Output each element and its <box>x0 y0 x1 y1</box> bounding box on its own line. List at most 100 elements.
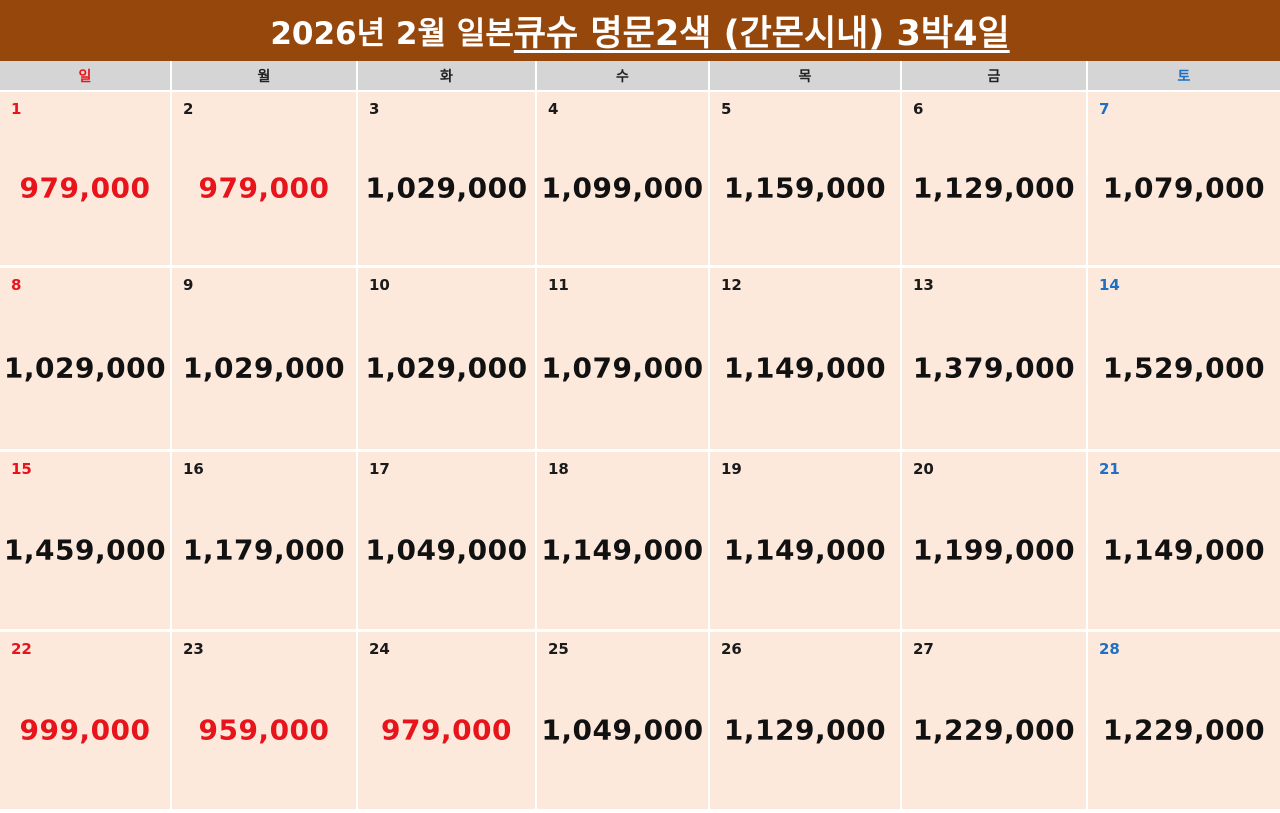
calendar-day-cell[interactable]: 17 1,049,000 <box>358 452 537 632</box>
day-price: 1,379,000 <box>912 351 1076 385</box>
calendar-day-cell[interactable]: 9 1,029,000 <box>172 268 358 452</box>
calendar-day-cell[interactable]: 12 1,149,000 <box>710 268 902 452</box>
weekday-header-wed: 수 <box>537 61 710 92</box>
calendar-day-cell[interactable]: 10 1,029,000 <box>358 268 537 452</box>
calendar-day-cell[interactable]: 13 1,379,000 <box>902 268 1088 452</box>
day-price: 1,049,000 <box>365 533 528 567</box>
calendar-day-cell[interactable]: 11 1,079,000 <box>537 268 710 452</box>
weekday-label: 목 <box>798 68 812 85</box>
day-price: 1,229,000 <box>1102 713 1266 747</box>
day-number: 26 <box>721 640 742 658</box>
day-number: 18 <box>548 460 569 478</box>
calendar-day-cell[interactable]: 15 1,459,000 <box>0 452 172 632</box>
day-price: 1,029,000 <box>3 351 167 385</box>
day-price: 979,000 <box>380 713 513 747</box>
day-number: 11 <box>548 276 569 294</box>
day-number: 3 <box>369 100 380 118</box>
weekday-label: 금 <box>987 68 1001 85</box>
calendar-day-cell[interactable]: 24 979,000 <box>358 632 537 812</box>
calendar-day-cell[interactable]: 6 1,129,000 <box>902 92 1088 268</box>
day-price: 999,000 <box>19 713 151 747</box>
day-price: 1,179,000 <box>182 533 346 567</box>
day-number: 19 <box>721 460 742 478</box>
weekday-header-fri: 금 <box>902 61 1088 92</box>
calendar-grid: 일 월 화 수 목 금 토 1 979,000 2 979,000 3 1,029,000… <box>0 61 1280 813</box>
calendar-day-cell[interactable]: 14 1,529,000 <box>1088 268 1280 452</box>
day-number: 20 <box>913 460 934 478</box>
calendar-day-cell[interactable]: 22 999,000 <box>0 632 172 812</box>
day-number: 24 <box>369 640 390 658</box>
title-main: 큐슈 명문2색 (간몬시내) 3박4일 <box>513 14 1010 54</box>
title-banner: 2026년 2월 일본 큐슈 명문2색 (간몬시내) 3박4일 <box>0 0 1280 61</box>
day-number: 8 <box>11 276 22 294</box>
day-price: 979,000 <box>198 171 330 205</box>
day-number: 16 <box>183 460 204 478</box>
day-number: 4 <box>548 100 559 118</box>
weekday-label: 월 <box>257 68 271 85</box>
day-price: 1,079,000 <box>1102 171 1266 205</box>
calendar-day-cell[interactable]: 1 979,000 <box>0 92 172 268</box>
day-number: 6 <box>913 100 924 118</box>
day-number: 10 <box>369 276 390 294</box>
weekday-header-thu: 목 <box>710 61 902 92</box>
calendar-day-cell[interactable]: 25 1,049,000 <box>537 632 710 812</box>
calendar-day-cell[interactable]: 4 1,099,000 <box>537 92 710 268</box>
day-number: 2 <box>183 100 194 118</box>
day-price: 1,149,000 <box>723 351 887 385</box>
calendar-day-cell[interactable]: 23 959,000 <box>172 632 358 812</box>
calendar-day-cell[interactable]: 19 1,149,000 <box>710 452 902 632</box>
day-number: 13 <box>913 276 934 294</box>
day-price: 1,129,000 <box>912 171 1076 205</box>
calendar-day-cell[interactable]: 20 1,199,000 <box>902 452 1088 632</box>
day-price: 979,000 <box>19 171 151 205</box>
day-number: 5 <box>721 100 732 118</box>
day-price: 1,029,000 <box>365 351 528 385</box>
weekday-header-sat: 토 <box>1088 61 1280 92</box>
calendar-day-cell[interactable]: 16 1,179,000 <box>172 452 358 632</box>
title-prefix: 2026년 2월 일본 <box>270 16 514 52</box>
weekday-label: 수 <box>616 68 629 85</box>
weekday-label: 화 <box>440 68 453 85</box>
calendar-day-cell[interactable]: 26 1,129,000 <box>710 632 902 812</box>
calendar-day-cell[interactable]: 8 1,029,000 <box>0 268 172 452</box>
day-price: 1,149,000 <box>541 533 704 567</box>
calendar-day-cell[interactable]: 27 1,229,000 <box>902 632 1088 812</box>
day-number: 9 <box>183 276 194 294</box>
day-price: 1,129,000 <box>723 713 887 747</box>
weekday-label: 일 <box>78 68 92 85</box>
day-price: 1,529,000 <box>1102 351 1266 385</box>
day-number: 23 <box>183 640 204 658</box>
day-number: 17 <box>369 460 390 478</box>
calendar-day-cell[interactable]: 5 1,159,000 <box>710 92 902 268</box>
day-price: 1,199,000 <box>912 533 1076 567</box>
weekday-header-tue: 화 <box>358 61 537 92</box>
calendar-day-cell[interactable]: 28 1,229,000 <box>1088 632 1280 812</box>
calendar-day-cell[interactable]: 21 1,149,000 <box>1088 452 1280 632</box>
day-number: 21 <box>1099 460 1120 478</box>
calendar-day-cell[interactable]: 7 1,079,000 <box>1088 92 1280 268</box>
day-price: 1,149,000 <box>723 533 887 567</box>
day-price: 1,229,000 <box>912 713 1076 747</box>
day-number: 12 <box>721 276 742 294</box>
day-price: 1,049,000 <box>541 713 704 747</box>
weekday-header-mon: 월 <box>172 61 358 92</box>
day-number: 1 <box>11 100 22 118</box>
calendar-day-cell[interactable]: 3 1,029,000 <box>358 92 537 268</box>
day-number: 7 <box>1099 100 1110 118</box>
day-price: 1,459,000 <box>3 533 167 567</box>
weekday-label: 토 <box>1177 68 1191 85</box>
day-number: 25 <box>548 640 569 658</box>
day-price: 1,099,000 <box>541 171 704 205</box>
day-number: 28 <box>1099 640 1120 658</box>
calendar-day-cell[interactable]: 18 1,149,000 <box>537 452 710 632</box>
day-price: 1,149,000 <box>1102 533 1266 567</box>
day-price: 959,000 <box>198 713 330 747</box>
calendar-day-cell[interactable]: 2 979,000 <box>172 92 358 268</box>
day-price: 1,029,000 <box>182 351 346 385</box>
weekday-header-sun: 일 <box>0 61 172 92</box>
day-number: 22 <box>11 640 32 658</box>
day-number: 27 <box>913 640 934 658</box>
day-number: 14 <box>1099 276 1120 294</box>
day-number: 15 <box>11 460 32 478</box>
day-price: 1,029,000 <box>365 171 528 205</box>
